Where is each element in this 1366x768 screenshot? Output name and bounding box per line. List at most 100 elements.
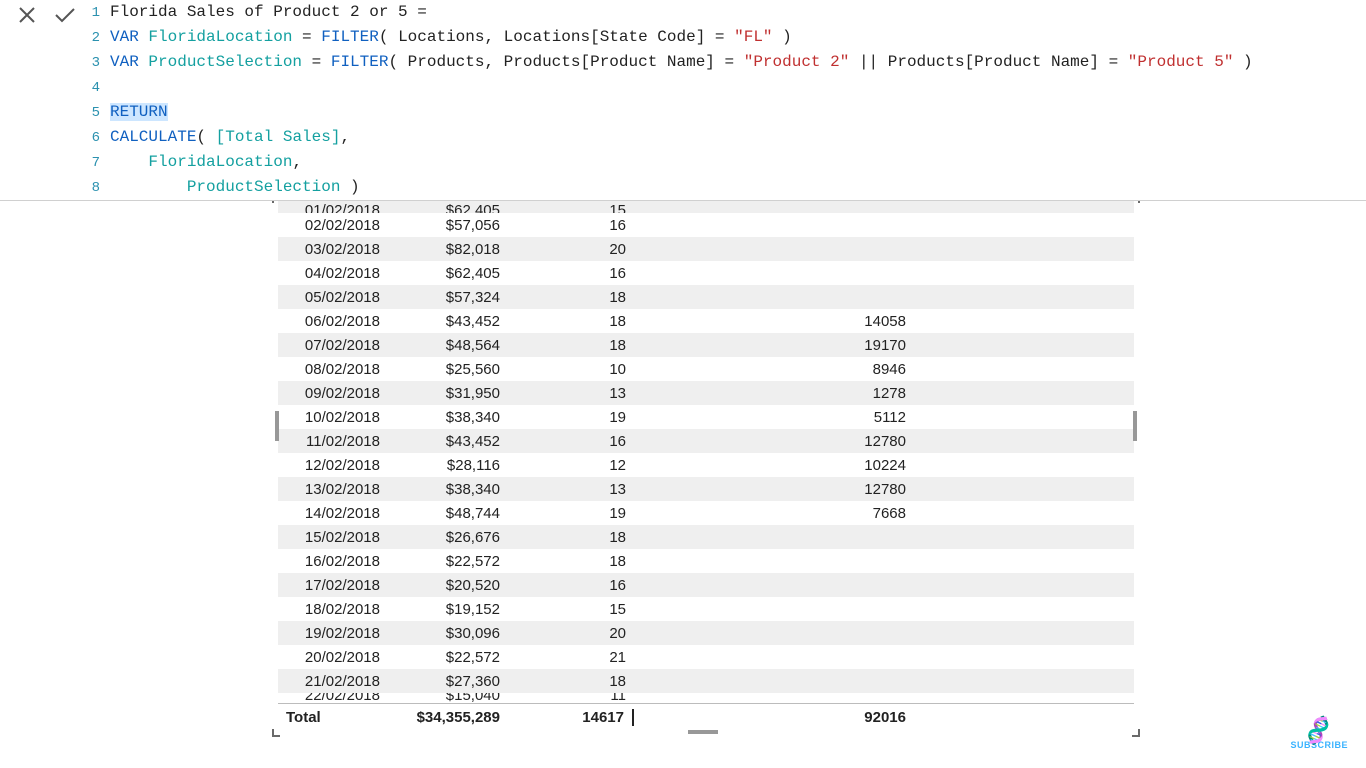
cell-qty: 19 (508, 505, 634, 522)
cell-date: 01/02/2018 (278, 202, 388, 213)
cell-amt: $20,520 (388, 577, 508, 594)
dax-editor[interactable]: 1Florida Sales of Product 2 or 5 = 2VAR … (86, 0, 1366, 200)
cell-qty: 16 (508, 217, 634, 234)
cell-date: 03/02/2018 (278, 241, 388, 258)
resize-handle-br[interactable] (1130, 727, 1140, 737)
cell-qty: 12 (508, 457, 634, 474)
code-line[interactable]: CALCULATE( [Total Sales], (110, 125, 350, 149)
cell-amt: $38,340 (388, 481, 508, 498)
code-line[interactable] (110, 75, 120, 99)
cell-ext: 8946 (674, 361, 914, 378)
resize-handle-left[interactable] (275, 411, 279, 441)
table-row[interactable]: 06/02/2018$43,4521814058 (278, 309, 1134, 333)
cell-date: 22/02/2018 (278, 693, 388, 703)
cell-date: 17/02/2018 (278, 577, 388, 594)
cell-ext: 12780 (674, 433, 914, 450)
cell-amt: $57,324 (388, 289, 508, 306)
cell-qty: 16 (508, 433, 634, 450)
table-row[interactable]: 14/02/2018$48,744197668 (278, 501, 1134, 525)
cell-date: 10/02/2018 (278, 409, 388, 426)
table-row[interactable]: 05/02/2018$57,32418 (278, 285, 1134, 309)
table-visual[interactable]: 01/02/2018$62,4051502/02/2018$57,0561603… (278, 200, 1134, 731)
table-row[interactable]: 21/02/2018$27,36018 (278, 669, 1134, 693)
code-line[interactable]: VAR ProductSelection = FILTER( Products,… (110, 50, 1253, 74)
cell-amt: $31,950 (388, 385, 508, 402)
total-ext: 92016 (674, 709, 914, 726)
table-row[interactable]: 22/02/2018$15,04011 (278, 693, 1134, 703)
line-number: 5 (86, 101, 110, 125)
cell-amt: $15,040 (388, 693, 508, 703)
table-row[interactable]: 02/02/2018$57,05616 (278, 213, 1134, 237)
cell-date: 18/02/2018 (278, 601, 388, 618)
table-row[interactable]: 09/02/2018$31,950131278 (278, 381, 1134, 405)
cell-qty: 18 (508, 313, 634, 330)
cell-qty: 18 (508, 529, 634, 546)
cell-qty: 16 (508, 265, 634, 282)
cell-date: 16/02/2018 (278, 553, 388, 570)
table-row[interactable]: 10/02/2018$38,340195112 (278, 405, 1134, 429)
table-body: 01/02/2018$62,4051502/02/2018$57,0561603… (278, 201, 1134, 703)
cell-ext: 10224 (674, 457, 914, 474)
table-row[interactable]: 12/02/2018$28,1161210224 (278, 453, 1134, 477)
code-line[interactable]: VAR FloridaLocation = FILTER( Locations,… (110, 25, 792, 49)
cell-amt: $25,560 (388, 361, 508, 378)
cell-amt: $48,564 (388, 337, 508, 354)
cell-amt: $22,572 (388, 553, 508, 570)
cell-date: 21/02/2018 (278, 673, 388, 690)
table-row[interactable]: 13/02/2018$38,3401312780 (278, 477, 1134, 501)
cell-amt: $28,116 (388, 457, 508, 474)
table-row[interactable]: 19/02/2018$30,09620 (278, 621, 1134, 645)
cell-amt: $62,405 (388, 265, 508, 282)
total-label: Total (278, 709, 388, 726)
cell-amt: $57,056 (388, 217, 508, 234)
cell-ext: 7668 (674, 505, 914, 522)
line-number: 2 (86, 26, 110, 50)
cell-date: 09/02/2018 (278, 385, 388, 402)
table-row[interactable]: 01/02/2018$62,40515 (278, 201, 1134, 213)
table-row[interactable]: 03/02/2018$82,01820 (278, 237, 1134, 261)
table-row[interactable]: 17/02/2018$20,52016 (278, 573, 1134, 597)
table-row[interactable]: 20/02/2018$22,57221 (278, 645, 1134, 669)
cell-qty: 21 (508, 649, 634, 666)
resize-handle-bottom[interactable] (688, 730, 718, 734)
commit-icon[interactable] (54, 6, 76, 24)
cell-amt: $62,405 (388, 202, 508, 213)
subscribe-badge[interactable]: 🧬 SUBSCRIBE (1290, 722, 1348, 750)
code-line[interactable]: FloridaLocation, (110, 150, 302, 174)
resize-handle-bl[interactable] (272, 727, 282, 737)
table-row[interactable]: 08/02/2018$25,560108946 (278, 357, 1134, 381)
formula-actions (0, 0, 86, 200)
table-row[interactable]: 18/02/2018$19,15215 (278, 597, 1134, 621)
code-line[interactable]: Florida Sales of Product 2 or 5 = (110, 0, 436, 24)
line-number: 1 (86, 1, 110, 25)
resize-handle-right[interactable] (1133, 411, 1137, 441)
cell-qty: 18 (508, 289, 634, 306)
table-row[interactable]: 04/02/2018$62,40516 (278, 261, 1134, 285)
cell-qty: 15 (508, 601, 634, 618)
cell-qty: 19 (508, 409, 634, 426)
cell-amt: $22,572 (388, 649, 508, 666)
line-number: 7 (86, 151, 110, 175)
cell-amt: $82,018 (388, 241, 508, 258)
total-qty: 14617 (508, 709, 634, 726)
table-row[interactable]: 16/02/2018$22,57218 (278, 549, 1134, 573)
cell-date: 08/02/2018 (278, 361, 388, 378)
code-line[interactable]: RETURN (110, 100, 168, 124)
line-number: 8 (86, 176, 110, 200)
cell-qty: 18 (508, 553, 634, 570)
table-row[interactable]: 11/02/2018$43,4521612780 (278, 429, 1134, 453)
cell-amt: $48,744 (388, 505, 508, 522)
cell-qty: 18 (508, 337, 634, 354)
formula-bar: 1Florida Sales of Product 2 or 5 = 2VAR … (0, 0, 1366, 201)
code-line[interactable]: ProductSelection ) (110, 175, 360, 199)
cell-qty: 13 (508, 385, 634, 402)
table-row[interactable]: 07/02/2018$48,5641819170 (278, 333, 1134, 357)
total-amount: $34,355,289 (388, 709, 508, 726)
cell-amt: $43,452 (388, 433, 508, 450)
cell-qty: 20 (508, 625, 634, 642)
cell-ext: 5112 (674, 409, 914, 426)
line-number: 6 (86, 126, 110, 150)
table-row[interactable]: 15/02/2018$26,67618 (278, 525, 1134, 549)
cell-amt: $30,096 (388, 625, 508, 642)
cancel-icon[interactable] (18, 6, 36, 24)
